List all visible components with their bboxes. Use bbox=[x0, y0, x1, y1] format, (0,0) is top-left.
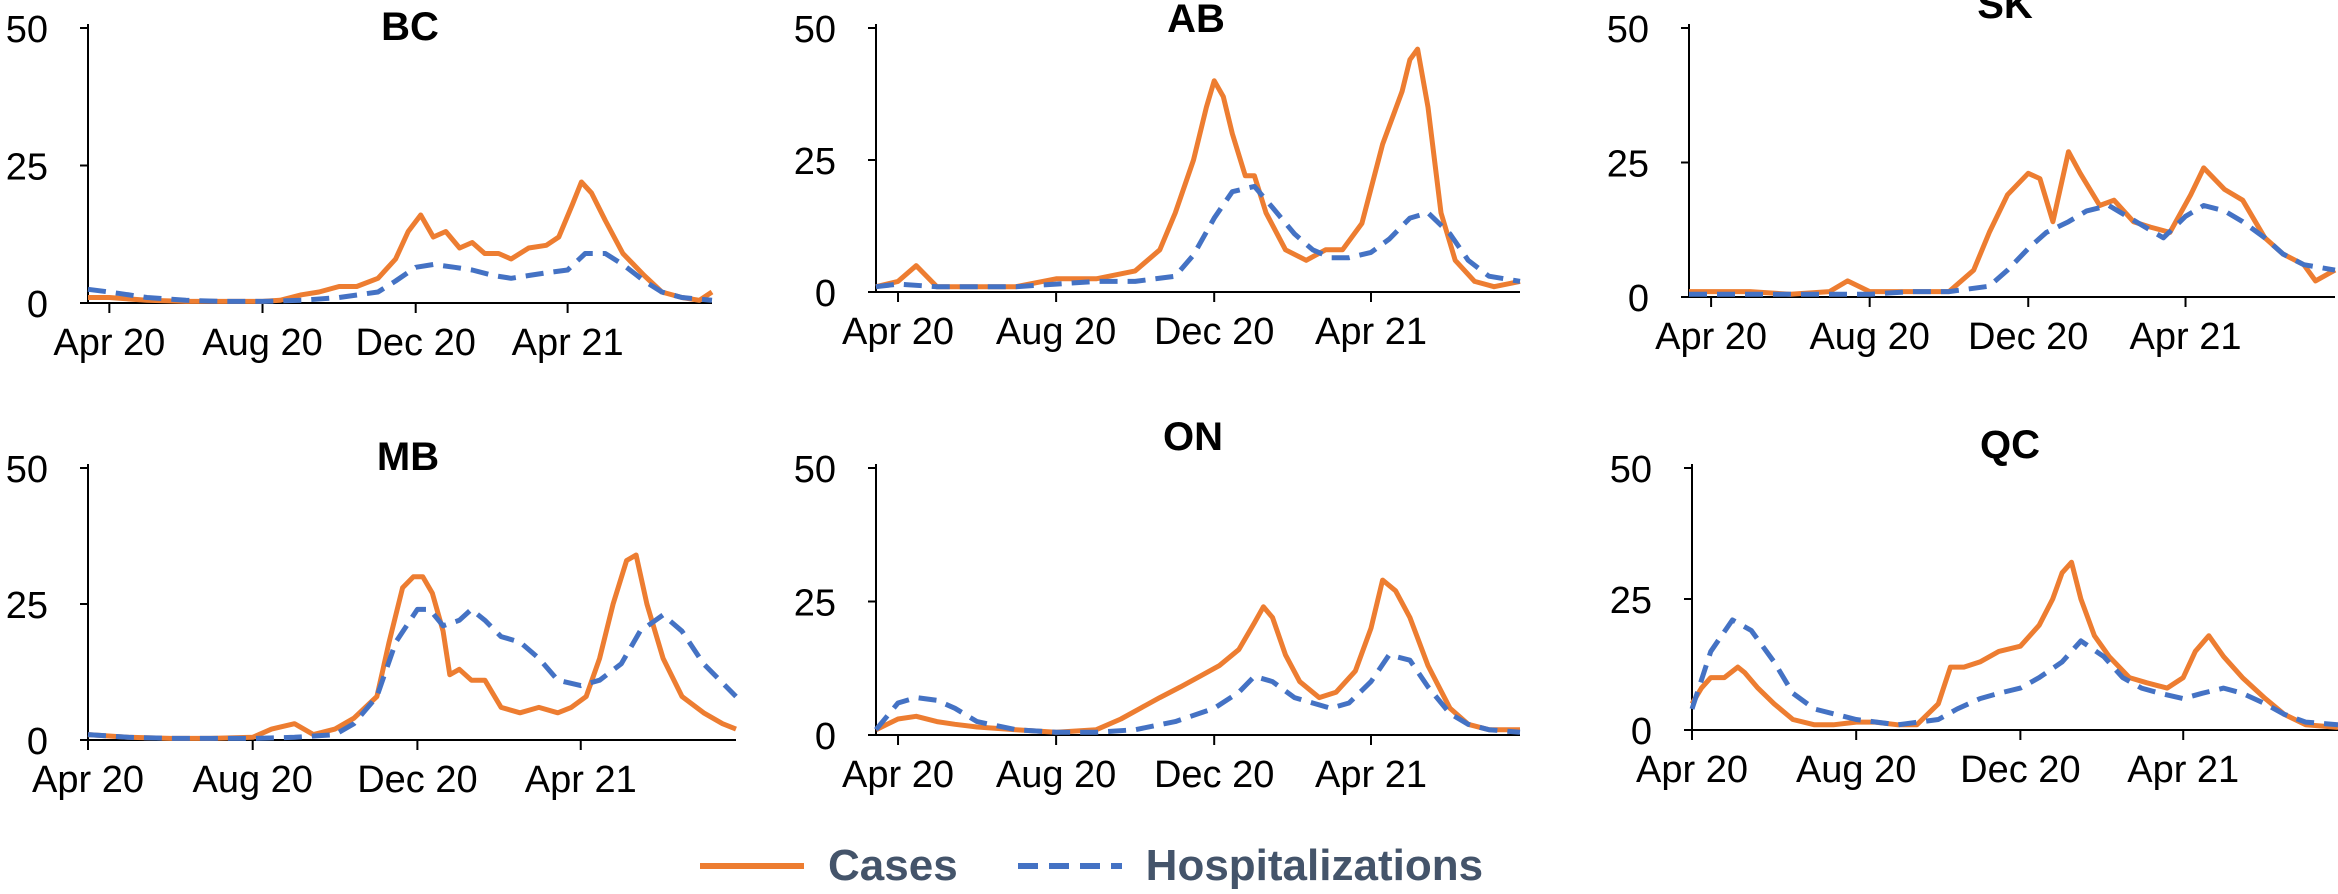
series-line-hospitalizations-mb bbox=[87, 606, 738, 741]
x-tick-label-mb: Apr 21 bbox=[525, 759, 637, 801]
x-tick-label-sk: Apr 20 bbox=[1655, 316, 1767, 358]
x-tick-label-bc: Aug 20 bbox=[202, 322, 322, 364]
series-line-cases-mb bbox=[87, 552, 737, 741]
y-tick-label-mb: 50 bbox=[6, 449, 48, 491]
y-tick-label-on: 0 bbox=[815, 716, 836, 758]
cases-line-swatch bbox=[700, 863, 804, 869]
series-line-cases-sk bbox=[1689, 149, 2337, 297]
y-tick-label-ab: 50 bbox=[794, 9, 836, 51]
chart-title-bc: BC bbox=[381, 5, 439, 49]
x-tick-label-sk: Dec 20 bbox=[1968, 316, 2088, 358]
chart-title-on: ON bbox=[1163, 415, 1223, 459]
x-tick-label-ab: Aug 20 bbox=[996, 311, 1116, 353]
chart-title-sk: SK bbox=[1977, 0, 2033, 27]
legend-label-cases: Cases bbox=[828, 841, 958, 890]
chart-bc: BC 0 25 50 Apr 20 Aug 20 Dec 20 Apr 21 bbox=[6, 5, 714, 364]
y-tick-label-qc: 50 bbox=[1610, 449, 1652, 491]
x-tick-label-ab: Apr 21 bbox=[1315, 311, 1427, 353]
chart-ab: AB 0 25 50 Apr 20 Aug 20 Dec 20 Apr 21 bbox=[794, 0, 1521, 353]
x-tick-label-bc: Apr 20 bbox=[53, 322, 165, 364]
y-tick-label-mb: 0 bbox=[27, 721, 48, 763]
chart-title-mb: MB bbox=[377, 435, 439, 479]
x-tick-label-qc: Apr 20 bbox=[1636, 749, 1748, 791]
series-line-hospitalizations-on bbox=[874, 652, 1521, 735]
series-line-hospitalizations-bc bbox=[87, 251, 713, 304]
x-tick-label-sk: Apr 21 bbox=[2130, 316, 2242, 358]
x-tick-label-mb: Apr 20 bbox=[32, 759, 144, 801]
x-tick-label-qc: Apr 21 bbox=[2127, 749, 2239, 791]
chart-title-qc: QC bbox=[1980, 423, 2040, 467]
chart-title-ab: AB bbox=[1167, 0, 1225, 41]
y-tick-label-sk: 25 bbox=[1607, 144, 1649, 186]
x-tick-label-mb: Dec 20 bbox=[357, 759, 477, 801]
series-line-hospitalizations-ab bbox=[875, 183, 1521, 290]
x-tick-label-on: Aug 20 bbox=[996, 754, 1116, 796]
y-tick-label-sk: 50 bbox=[1607, 9, 1649, 51]
x-tick-label-sk: Aug 20 bbox=[1809, 316, 1929, 358]
x-tick-label-mb: Aug 20 bbox=[192, 759, 312, 801]
x-tick-label-ab: Apr 20 bbox=[842, 311, 954, 353]
y-tick-label-ab: 0 bbox=[815, 273, 836, 315]
legend-label-hospitalizations: Hospitalizations bbox=[1145, 841, 1484, 890]
y-tick-label-qc: 0 bbox=[1631, 711, 1652, 753]
y-tick-label-bc: 0 bbox=[27, 284, 48, 326]
chart-on: ON 0 25 50 Apr 20 Aug 20 Dec 20 Apr 21 bbox=[794, 415, 1521, 796]
x-tick-label-qc: Aug 20 bbox=[1796, 749, 1916, 791]
series-line-hospitalizations-sk bbox=[1689, 203, 2336, 297]
x-tick-label-bc: Dec 20 bbox=[355, 322, 475, 364]
hospitalizations-line-swatch bbox=[1017, 863, 1122, 869]
series-line-hospitalizations-qc bbox=[1689, 617, 2338, 728]
series-line-cases-bc bbox=[88, 179, 714, 304]
x-tick-label-qc: Dec 20 bbox=[1960, 749, 2080, 791]
y-tick-label-mb: 25 bbox=[6, 585, 48, 627]
x-tick-label-ab: Dec 20 bbox=[1154, 311, 1274, 353]
y-tick-label-bc: 25 bbox=[6, 147, 48, 189]
chart-qc: QC 0 25 50 Apr 20 Aug 20 Dec 20 Apr 21 bbox=[1610, 423, 2338, 791]
y-tick-label-sk: 0 bbox=[1628, 278, 1649, 320]
legend-item-cases: Cases bbox=[700, 841, 958, 891]
x-tick-label-on: Apr 20 bbox=[842, 754, 954, 796]
y-tick-label-bc: 50 bbox=[6, 9, 48, 51]
series-line-cases-on bbox=[874, 577, 1520, 735]
y-tick-label-on: 50 bbox=[794, 449, 836, 491]
y-tick-label-qc: 25 bbox=[1610, 580, 1652, 622]
y-tick-label-on: 25 bbox=[794, 583, 836, 625]
x-tick-label-on: Dec 20 bbox=[1154, 754, 1274, 796]
x-tick-label-on: Apr 21 bbox=[1315, 754, 1427, 796]
legend-item-hospitalizations: Hospitalizations bbox=[1017, 841, 1484, 891]
x-tick-label-bc: Apr 21 bbox=[512, 322, 624, 364]
chart-sk: SK 0 25 50 Apr 20 Aug 20 Dec 20 Apr 21 bbox=[1607, 0, 2337, 358]
series-line-cases-qc bbox=[1689, 559, 2338, 730]
legend: Cases Hospitalizations bbox=[700, 838, 1543, 894]
chart-mb: MB 0 25 50 Apr 20 Aug 20 Dec 20 Apr 21 bbox=[6, 435, 738, 801]
y-tick-label-ab: 25 bbox=[794, 141, 836, 183]
series-line-cases-ab bbox=[875, 46, 1521, 290]
